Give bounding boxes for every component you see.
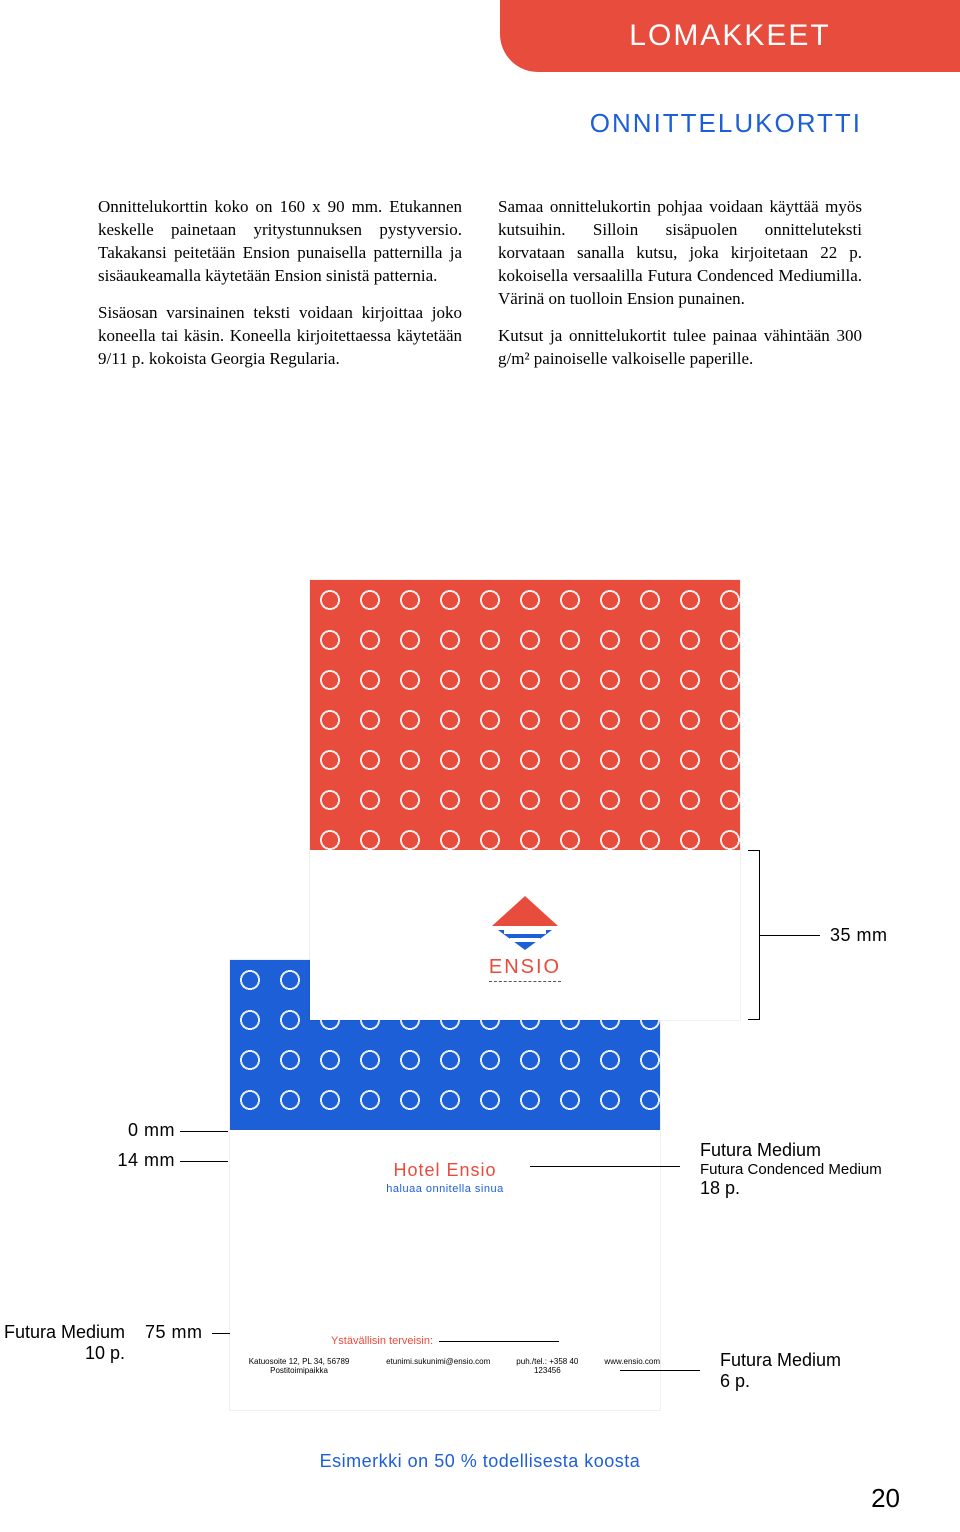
footer-tel: puh./tel.: +358 40 123456: [508, 1357, 586, 1375]
anno-text: Futura Medium: [720, 1350, 841, 1371]
card-inside: Hotel Ensio haluaa onnitella sinua Ystäv…: [230, 960, 660, 1410]
para: Sisäosan varsinainen teksti voidaan kirj…: [98, 302, 462, 371]
anno-14mm: 14 mm: [105, 1150, 175, 1171]
body-col-right: Samaa onnittelukortin pohjaa voidaan käy…: [498, 196, 862, 385]
greeting-text: Ystävällisin terveisin:: [331, 1335, 433, 1347]
anno-line: [760, 935, 820, 936]
header-tab: LOMAKKEET: [500, 0, 960, 72]
anno-0mm: 0 mm: [115, 1120, 175, 1141]
greeting-label: Ystävällisin terveisin:: [230, 1335, 660, 1347]
red-pattern: [310, 580, 740, 850]
anno-text: 6 p.: [720, 1371, 841, 1392]
logo-wordmark: ENSIO: [489, 956, 561, 982]
bracket-35mm: [748, 850, 760, 1020]
logo-area: ENSIO: [310, 850, 740, 1020]
anno-text: Futura Medium: [700, 1140, 882, 1161]
footer-web: www.ensio.com: [604, 1357, 660, 1375]
hotel-name: Hotel Ensio: [230, 1160, 660, 1181]
para: Kutsut ja onnittelukortit tulee painaa v…: [498, 325, 862, 371]
anno-arrow: [620, 1370, 700, 1371]
anno-futura-left: Futura Medium 10 p.: [0, 1322, 125, 1364]
anno-text: Futura Condenced Medium: [700, 1161, 882, 1178]
anno-arrow: [530, 1166, 680, 1167]
anno-line: [180, 1161, 228, 1162]
page-number: 20: [871, 1483, 900, 1514]
para: Onnittelukorttin koko on 160 x 90 mm. Et…: [98, 196, 462, 288]
anno-text: 10 p.: [0, 1343, 125, 1364]
signature-line: [439, 1341, 559, 1342]
section-title: ONNITTELUKORTTI: [590, 108, 862, 139]
body-col-left: Onnittelukorttin koko on 160 x 90 mm. Et…: [98, 196, 462, 385]
hotel-sub: haluaa onnitella sinua: [230, 1183, 660, 1195]
ensio-logo-icon: [470, 888, 580, 958]
footer-email: etunimi.sukunimi@ensio.com: [386, 1357, 490, 1375]
card-stage: Hotel Ensio haluaa onnitella sinua Ystäv…: [0, 580, 960, 1400]
anno-futura-bottom: Futura Medium 6 p.: [720, 1350, 841, 1392]
anno-futura-right: Futura Medium Futura Condenced Medium 18…: [700, 1140, 882, 1199]
anno-line: [180, 1131, 228, 1132]
card-footer: Katuosoite 12, PL 34, 56789 Postitoimipa…: [230, 1357, 660, 1375]
anno-text: 18 p.: [700, 1178, 882, 1199]
anno-35mm: 35 mm: [830, 925, 888, 946]
card-back: ENSIO: [310, 580, 740, 1020]
anno-line: [212, 1333, 230, 1334]
para: Samaa onnittelukortin pohjaa voidaan käy…: [498, 196, 862, 311]
footer-address: Katuosoite 12, PL 34, 56789 Postitoimipa…: [230, 1357, 368, 1375]
body-text: Onnittelukorttin koko on 160 x 90 mm. Et…: [98, 196, 862, 385]
anno-75mm: 75 mm: [145, 1322, 203, 1343]
anno-text: Futura Medium: [0, 1322, 125, 1343]
scale-caption: Esimerkki on 50 % todellisesta koosta: [0, 1451, 960, 1472]
tab-label: LOMAKKEET: [629, 19, 830, 53]
